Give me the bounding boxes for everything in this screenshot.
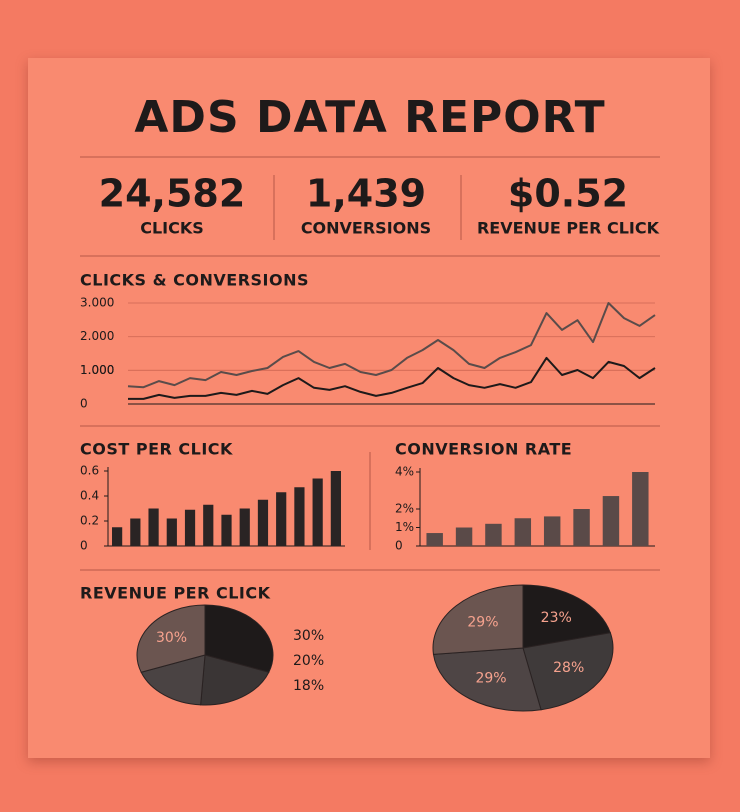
chart-title: CONVERSION RATE <box>395 440 572 459</box>
kpi-label: CONVERSIONS <box>301 219 431 238</box>
slice-label: 29% <box>475 670 506 686</box>
chart-title: CLICKS & CONVERSIONS <box>80 271 309 290</box>
y-tick-label: 0.2 <box>80 514 99 528</box>
pie-slice <box>140 654 206 706</box>
kpi-label: CLICKS <box>140 219 204 238</box>
y-tick-label: 0 <box>395 539 403 553</box>
y-tick-label: 2.000 <box>80 329 114 343</box>
slice-label: 29% <box>467 615 498 631</box>
legend-label: 20% <box>293 653 324 669</box>
slice-label: 30% <box>156 630 187 646</box>
bar <box>257 499 269 546</box>
pie-slice <box>432 647 542 712</box>
y-tick-label: 1.000 <box>80 363 114 377</box>
y-tick-label: 2% <box>395 502 414 516</box>
y-tick-label: 3.000 <box>80 296 114 310</box>
bar <box>330 471 341 546</box>
bar <box>312 478 323 546</box>
chart-title: REVENUE PER CLICK <box>80 584 271 603</box>
bar <box>184 509 196 546</box>
bar <box>485 523 502 546</box>
bar <box>573 509 590 546</box>
bar <box>276 492 287 546</box>
kpi-label: REVENUE PER CLICK <box>477 219 660 238</box>
bar <box>221 514 232 546</box>
bar <box>455 527 473 546</box>
bar <box>543 516 561 546</box>
bar <box>602 496 620 546</box>
pie-slice <box>522 584 611 649</box>
bar <box>426 533 443 546</box>
pie-slice <box>432 584 524 655</box>
slice-label: 28% <box>553 660 584 676</box>
pie-slice <box>136 604 206 673</box>
bar <box>514 518 532 546</box>
bar <box>294 487 305 546</box>
kpi-value: 1,439 <box>306 172 426 216</box>
y-tick-label: 4% <box>395 465 414 479</box>
line-series <box>128 356 656 400</box>
pie-slice <box>204 604 274 673</box>
legend-label: 18% <box>293 678 324 694</box>
bar <box>203 504 214 546</box>
pie-slice <box>200 654 270 706</box>
bar <box>148 508 159 546</box>
report-title: ADS DATA REPORT <box>134 92 605 143</box>
kpi-value: $0.52 <box>508 172 628 216</box>
bar <box>112 527 123 546</box>
y-tick-label: 0 <box>80 397 88 411</box>
legend-label: 30% <box>293 628 324 644</box>
bar <box>130 518 141 546</box>
y-tick-label: 1% <box>395 520 414 534</box>
y-tick-label: 0.6 <box>80 464 99 478</box>
bar <box>239 508 250 546</box>
line-series <box>127 302 656 389</box>
y-tick-label: 0 <box>80 539 88 553</box>
bar <box>166 518 177 546</box>
pie-slice <box>522 632 614 711</box>
kpi-value: 24,582 <box>99 172 246 216</box>
slice-label: 23% <box>541 610 572 626</box>
y-tick-label: 0.4 <box>80 489 99 503</box>
y-tick-label: 1.000 <box>80 363 114 377</box>
chart-title: COST PER CLICK <box>80 440 233 459</box>
bar <box>632 472 649 546</box>
